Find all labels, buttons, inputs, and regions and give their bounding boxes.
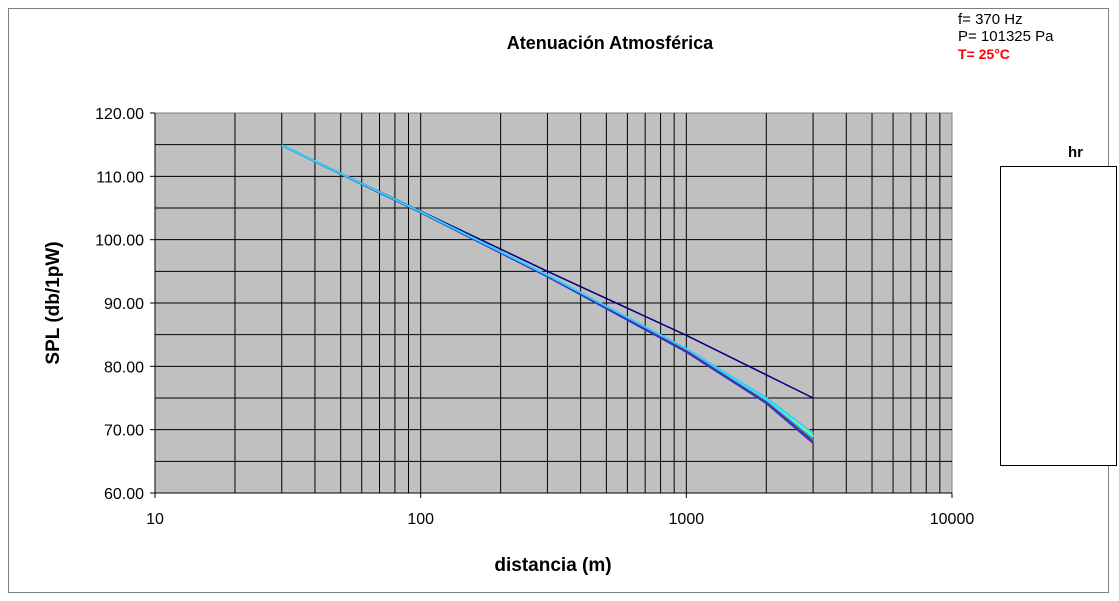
y-axis-label: SPL (db/1pW) [43,241,64,364]
y-tick-label: 100.00 [95,233,144,250]
chart-title: Atenuación Atmosférica [507,33,714,53]
x-tick-label: 1000 [669,511,705,528]
y-tick-label: 110.00 [96,169,144,186]
temperature-label: T= 25°C [958,46,1010,62]
series-lines [281,144,814,444]
legend-title: hr [1068,144,1083,161]
x-axis-label: distancia (m) [494,555,611,576]
x-tick-label: 100 [407,511,434,528]
legend-box [1000,166,1117,466]
tick-labels: 60.00 70.00 80.00 90.00 100.00 110.00 120.00 10… [95,106,974,528]
axes [150,112,953,498]
pressure-label: P= 101325 Pa [958,28,1054,45]
grid-lines [155,113,952,493]
y-tick-label: 60.00 [104,486,144,503]
y-tick-label: 70.00 [104,423,144,440]
series-line-7 [281,144,814,435]
y-tick-label: 90.00 [104,296,144,313]
frequency-label: f= 370 Hz [958,11,1023,28]
x-tick-label: 10 [146,511,164,528]
y-tick-label: 120.00 [95,106,144,123]
x-tick-label: 10000 [930,511,975,528]
y-tick-label: 80.00 [104,359,144,376]
